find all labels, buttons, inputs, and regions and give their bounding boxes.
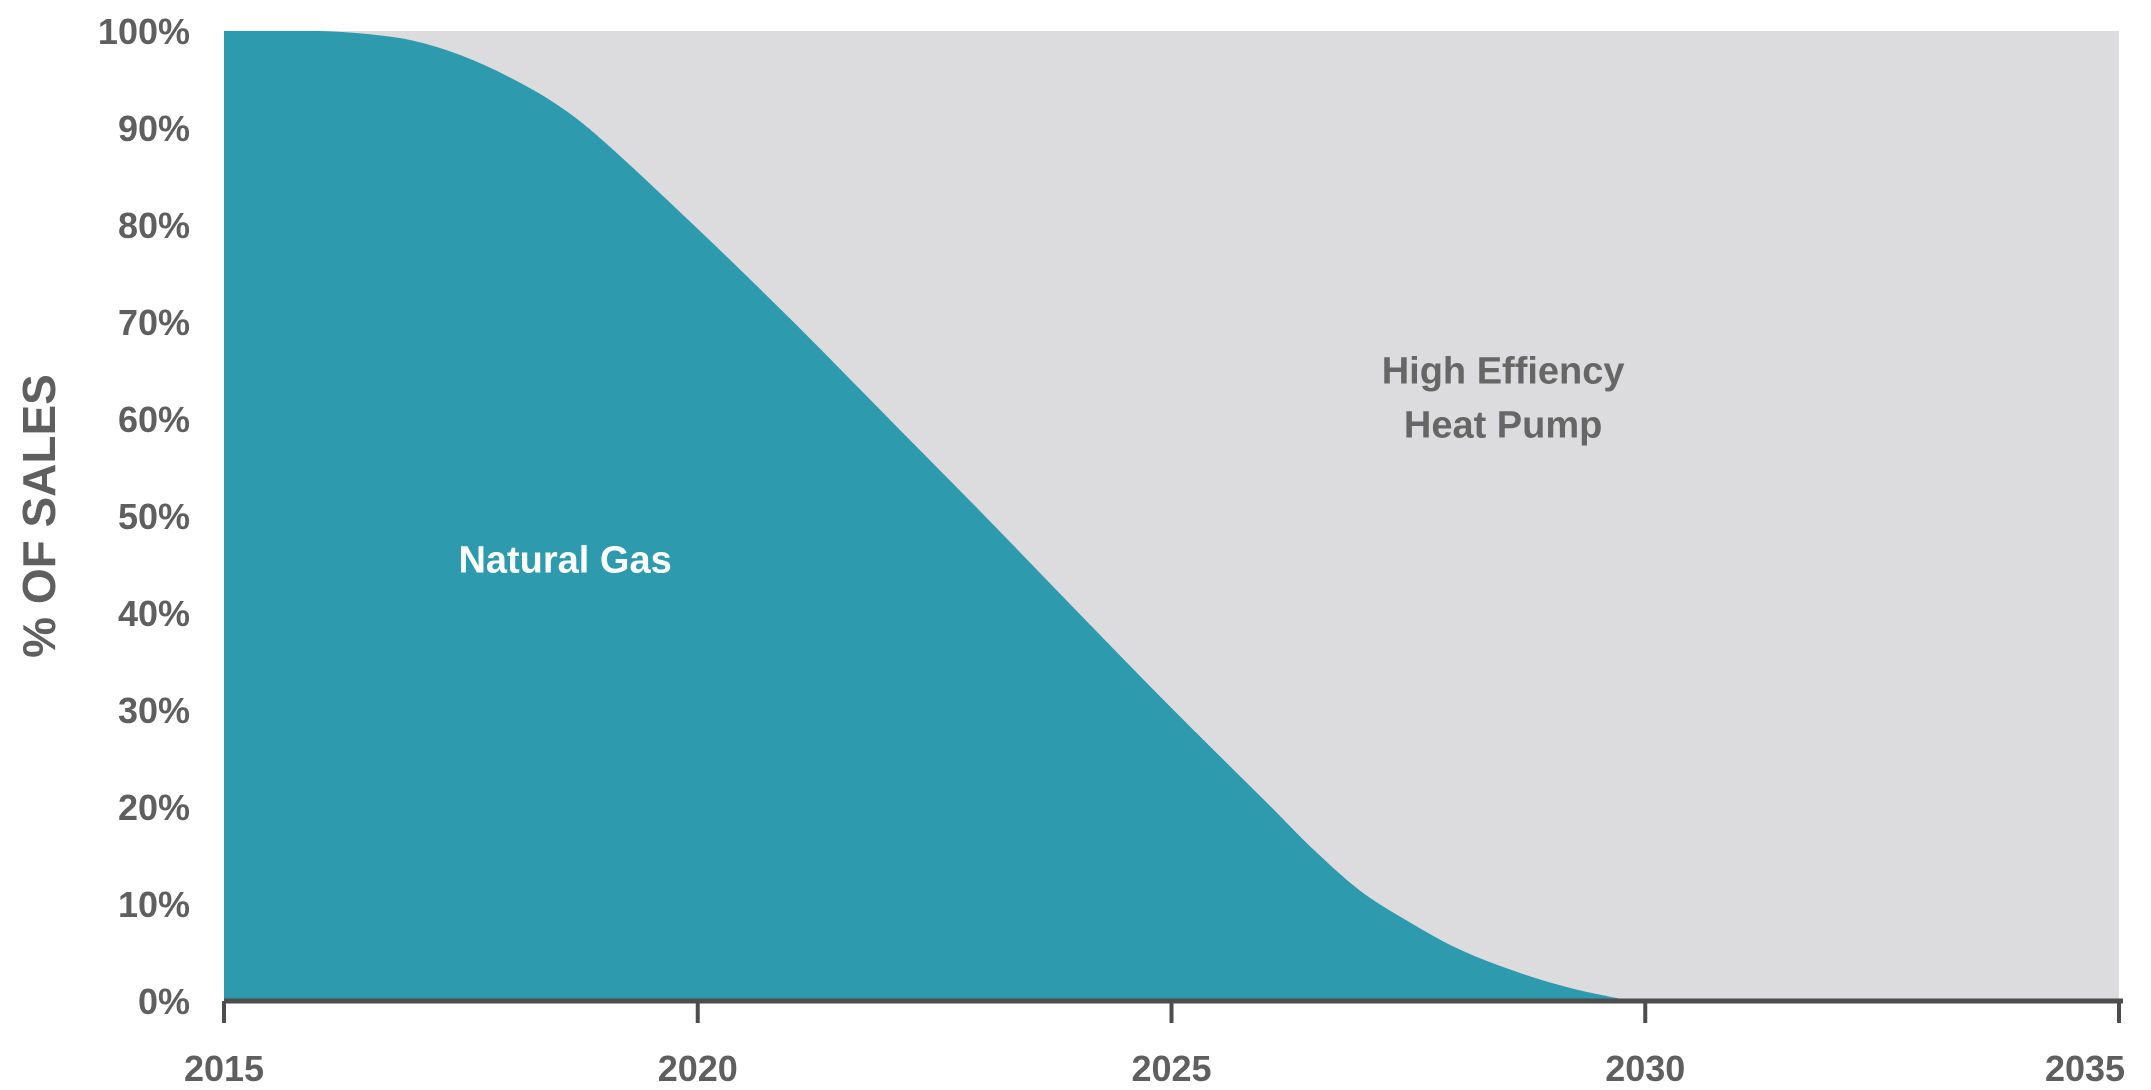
y-axis: 0% 10% 20% 30% 40% 50% 60% 70% 80% 90% 100% xyxy=(98,11,190,1022)
y-tick-label: 0% xyxy=(138,981,190,1022)
y-tick-label: 100% xyxy=(98,11,190,52)
y-tick-label: 60% xyxy=(118,399,190,440)
y-tick-label: 30% xyxy=(118,690,190,731)
area-label-line: Natural Gas xyxy=(458,540,671,582)
area-label-line: Heat Pump xyxy=(1404,405,1602,447)
y-tick-label: 40% xyxy=(118,593,190,634)
y-tick-label: 50% xyxy=(118,496,190,537)
y-tick-label: 10% xyxy=(118,884,190,925)
y-tick-label: 90% xyxy=(118,108,190,149)
x-tick-label: 2035 xyxy=(2045,1048,2125,1089)
x-tick-label: 2025 xyxy=(1131,1048,1211,1089)
area-label-layer: Natural Gas High Effiency Heat Pump xyxy=(458,351,1624,582)
area-label-line: High Effiency xyxy=(1382,351,1625,393)
y-axis-title: % OF SALES xyxy=(13,374,65,658)
area-label-heat-pump: High Effiency Heat Pump xyxy=(1382,351,1625,447)
y-tick-label: 80% xyxy=(118,205,190,246)
area-label-natural-gas: Natural Gas xyxy=(458,540,671,582)
area-natural-gas xyxy=(224,31,2119,1001)
x-tick-label: 2015 xyxy=(184,1048,264,1089)
x-axis: 2015 2020 2025 2030 2035 xyxy=(184,998,2125,1089)
x-tick-label: 2020 xyxy=(658,1048,738,1089)
axes-layer: 2015 2020 2025 2030 2035 0% 10% 20% 30% 40% 50% 60… xyxy=(98,11,2125,1089)
area-layer xyxy=(224,31,2119,1001)
y-tick-label: 70% xyxy=(118,302,190,343)
x-tick-label: 2030 xyxy=(1605,1048,1685,1089)
y-tick-label: 20% xyxy=(118,787,190,828)
